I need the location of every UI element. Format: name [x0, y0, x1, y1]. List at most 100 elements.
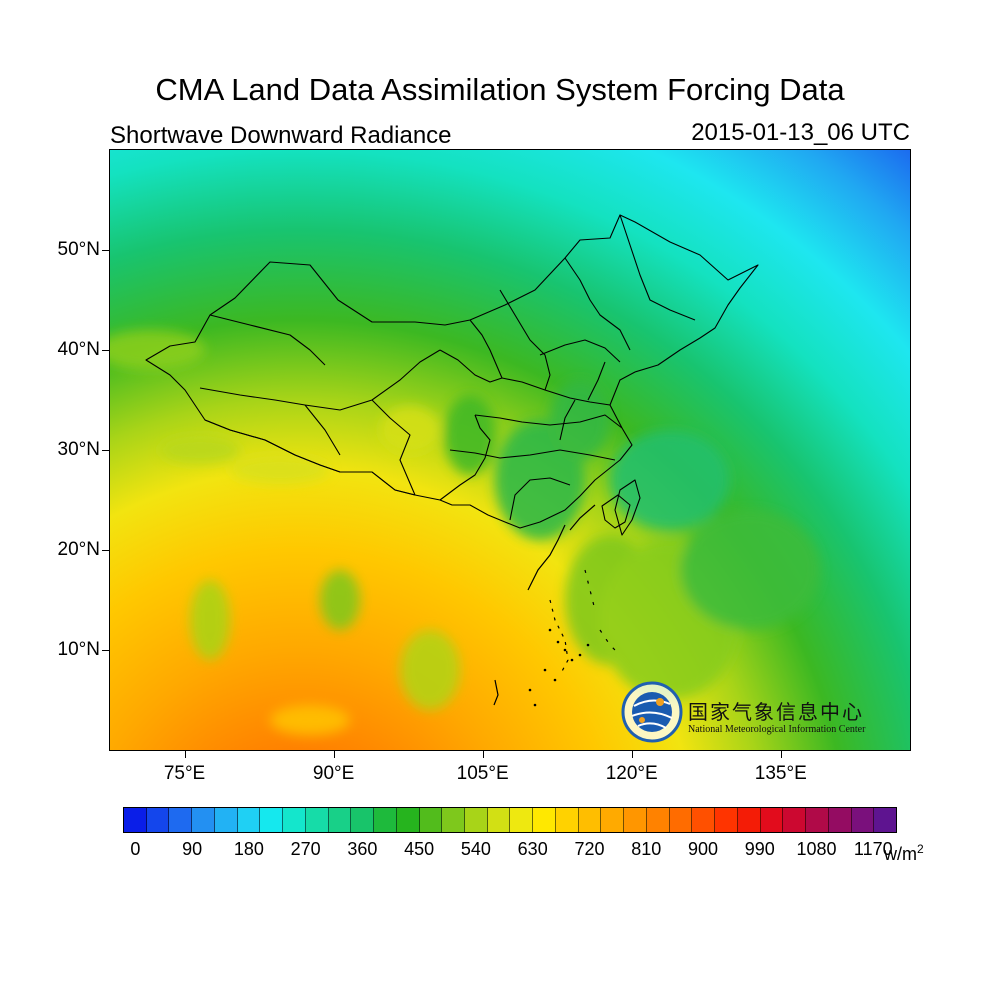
colorbar-swatch [760, 808, 784, 832]
timestamp-subtitle: 2015-01-13_06 UTC [691, 119, 910, 146]
lat-tick-label: 30°N [57, 439, 100, 460]
colorbar-swatch [169, 808, 193, 832]
lat-tick-label: 10°N [57, 639, 100, 660]
colorbar-swatch [533, 808, 556, 832]
colorbar-label: 180 [233, 839, 264, 859]
colorbar-swatch [214, 808, 238, 832]
lat-tick-mark [102, 250, 110, 251]
colorbar-swatch [715, 808, 738, 832]
himalaya-border [204, 419, 416, 496]
colorbar-swatch [237, 808, 261, 832]
colorbar-swatch [351, 808, 375, 832]
colorbar-label: 450 [404, 839, 435, 859]
colorbar-swatch [442, 808, 466, 832]
colorbar-label: 0 [130, 839, 141, 859]
lat-tick-label: 40°N [57, 339, 100, 360]
border-xinjiang-gansu [209, 314, 326, 366]
lat-tick-mark [102, 550, 110, 551]
colorbar-swatch [328, 808, 352, 832]
radiation-map [110, 150, 910, 750]
coast-vietnam [527, 524, 566, 591]
taiwan-island [614, 479, 641, 536]
colorbar-label: 90 [182, 839, 203, 859]
coast-south [569, 504, 596, 531]
border-tibet-qinghai [304, 404, 341, 456]
border-sichuan [371, 399, 416, 496]
colorbar-swatch [465, 808, 488, 832]
variable-subtitle: Shortwave Downward Radiance [110, 122, 452, 149]
colorbar-swatch [692, 808, 716, 832]
lon-tick-label: 75°E [163, 763, 206, 784]
scs-dashes-1 [584, 569, 596, 611]
colorbar-swatch [396, 808, 420, 832]
colorbar-swatch [737, 808, 761, 832]
lat-tick-mark [102, 450, 110, 451]
map-panel: 国家气象信息中心 National Meteorological Informa… [109, 149, 911, 751]
colorbar-swatch [601, 808, 625, 832]
colorbar-label: 720 [574, 839, 605, 859]
lon-tick-label: 120°E [605, 763, 658, 784]
scs-islands [528, 628, 590, 707]
colorbar [123, 807, 897, 833]
lon-tick-mark [632, 750, 633, 758]
colorbar-swatch [578, 808, 602, 832]
lon-tick-label: 90°E [312, 763, 355, 784]
colorbar-swatch [419, 808, 443, 832]
border-central-3 [449, 449, 616, 461]
border-yunnan-guizhou [439, 414, 491, 501]
colorbar-label: 990 [744, 839, 775, 859]
border-central-2 [474, 414, 623, 429]
lat-tick-label: 20°N [57, 539, 100, 560]
colorbar-swatch [146, 808, 170, 832]
colorbar-label: 810 [631, 839, 662, 859]
colorbar-swatch [487, 808, 511, 832]
colorbar-swatch [260, 808, 284, 832]
colorbar-swatch [192, 808, 215, 832]
colorbar-swatch [669, 808, 693, 832]
border-northeast [564, 257, 631, 351]
lon-tick-mark [483, 750, 484, 758]
border-inner-mongolia [469, 319, 503, 379]
lat-tick-label: 50°N [57, 239, 100, 260]
border-heilongjiang-jilin [619, 214, 696, 321]
lon-tick-label: 135°E [754, 763, 807, 784]
lat-tick-mark [102, 350, 110, 351]
island-tick [493, 679, 499, 706]
chart-title: CMA Land Data Assimilation System Forcin… [155, 72, 845, 107]
border-central-1 [439, 349, 611, 406]
colorbar-swatch [283, 808, 306, 832]
border-shanxi-shaanxi [499, 289, 551, 391]
lat-tick-mark [102, 650, 110, 651]
border-anhui [587, 361, 606, 401]
colorbar-swatch [624, 808, 647, 832]
lon-tick-label: 105°E [456, 763, 509, 784]
colorbar-swatch [874, 808, 896, 832]
hainan-island [601, 494, 631, 529]
colorbar-label: 540 [460, 839, 491, 859]
colorbar-label: 1170 [853, 839, 893, 859]
lon-tick-mark [185, 750, 186, 758]
coastline-islands [493, 504, 621, 706]
colorbar-swatch [783, 808, 807, 832]
nmic-name-en: National Meteorological Information Cent… [688, 724, 866, 735]
nmic-name-cn: 国家气象信息中心 [688, 700, 864, 724]
colorbar-label: 360 [347, 839, 378, 859]
colorbar-unit: w/m2 [884, 842, 924, 864]
lon-tick-mark [781, 750, 782, 758]
boundaries [145, 214, 759, 536]
colorbar-swatch [124, 808, 147, 832]
colorbar-swatch [646, 808, 670, 832]
nmic-emblem-icon [621, 681, 683, 743]
colorbar-swatch [828, 808, 852, 832]
colorbar-swatch [374, 808, 397, 832]
border-hunan-jiangxi [559, 399, 576, 441]
colorbar-label: 900 [687, 839, 719, 859]
lon-tick-mark [334, 750, 335, 758]
border-xinjiang-tibet [199, 349, 441, 411]
colorbar-swatch [510, 808, 534, 832]
border-guangxi [509, 477, 571, 521]
colorbar-swatch [555, 808, 579, 832]
colorbar-label: 270 [290, 839, 321, 859]
colorbar-label: 630 [517, 839, 548, 859]
nmic-logo: 国家气象信息中心 National Meteorological Informa… [620, 680, 910, 750]
